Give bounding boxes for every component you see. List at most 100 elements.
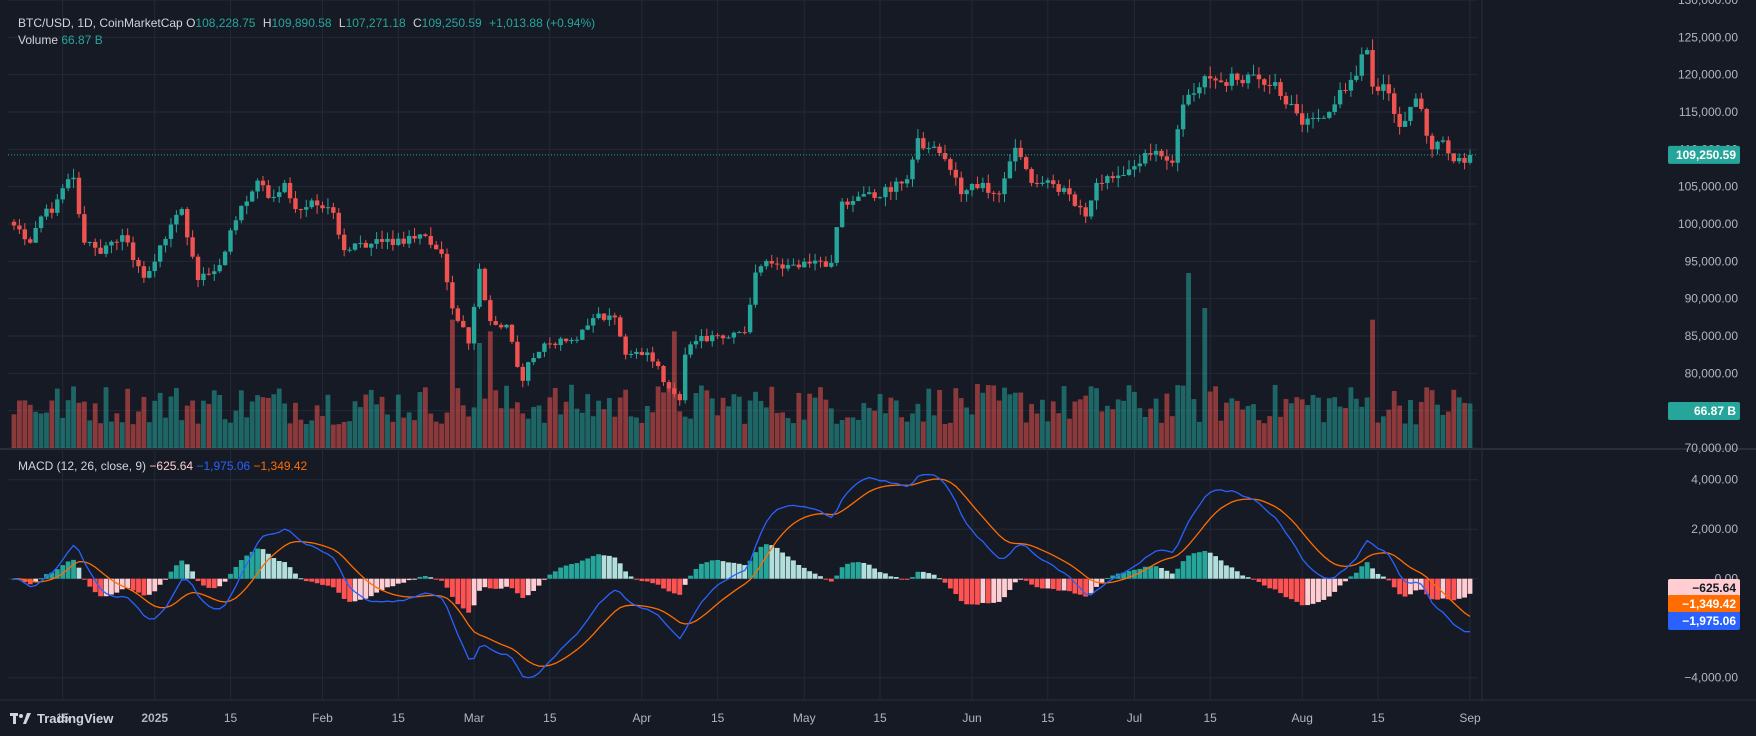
volume-bar bbox=[552, 387, 558, 448]
candle-body bbox=[872, 192, 877, 198]
candle-body bbox=[147, 271, 152, 278]
macd-hist-bar bbox=[1359, 566, 1365, 579]
volume-bar bbox=[374, 404, 380, 448]
candle-body bbox=[174, 214, 179, 225]
candle-body bbox=[1316, 117, 1321, 119]
volume-bar bbox=[1159, 422, 1164, 448]
volume-bar bbox=[358, 407, 363, 448]
macd-label[interactable]: MACD (12, 26, close, 9) bbox=[18, 459, 147, 473]
macd-hist-bar bbox=[114, 578, 120, 593]
macd-hist-bar bbox=[985, 578, 991, 604]
tradingview-logo[interactable]: TradingView bbox=[10, 711, 113, 726]
macd-hist-bar bbox=[504, 578, 509, 587]
volume-bar bbox=[612, 416, 618, 448]
candle-body bbox=[509, 324, 515, 342]
macd-hist-bar bbox=[390, 578, 396, 587]
volume-bar bbox=[1202, 308, 1208, 448]
macd-line-value: −1,975.06 bbox=[196, 459, 251, 473]
macd-hist-bar bbox=[823, 578, 829, 580]
volume-bar bbox=[401, 417, 407, 448]
macd-hist-bar bbox=[1169, 573, 1175, 579]
volume-bar bbox=[1180, 385, 1186, 448]
volume-bar bbox=[964, 407, 970, 448]
volume-bar bbox=[341, 421, 347, 448]
candle-body bbox=[1175, 129, 1180, 163]
high-label: H bbox=[262, 16, 272, 30]
candle-body bbox=[856, 196, 861, 202]
volume-bar bbox=[1332, 397, 1338, 448]
macd-hist-bar bbox=[1424, 578, 1430, 595]
macd-hist-bar bbox=[915, 571, 921, 579]
macd-hist-bar bbox=[401, 578, 407, 583]
time-tick-label: 15 bbox=[56, 711, 70, 725]
candle-body bbox=[1180, 104, 1186, 130]
volume-bar bbox=[525, 418, 531, 448]
candle-body bbox=[401, 238, 406, 244]
candle-body bbox=[1310, 117, 1316, 119]
candle-body bbox=[466, 327, 471, 344]
macd-hist-bar bbox=[1104, 577, 1110, 579]
macd-hist-bar bbox=[569, 564, 574, 579]
macd-hist-bar bbox=[731, 562, 737, 579]
volume-bar bbox=[1240, 409, 1246, 448]
volume-label[interactable]: Volume bbox=[18, 33, 59, 47]
candle-body bbox=[87, 241, 92, 243]
volume-bar bbox=[130, 424, 136, 448]
macd-hist-bar bbox=[585, 558, 591, 579]
volume-bar bbox=[49, 400, 55, 448]
macd-hist-bar bbox=[552, 571, 558, 579]
candle-body bbox=[49, 208, 55, 213]
volume-bar bbox=[455, 388, 461, 448]
volume-bar bbox=[563, 401, 569, 448]
volume-bar bbox=[606, 397, 612, 448]
macd-hist-bar bbox=[1164, 570, 1170, 579]
volume-bar bbox=[628, 416, 634, 448]
macd-hist-bar bbox=[460, 578, 466, 609]
volume-bar bbox=[265, 397, 271, 448]
candle-body bbox=[520, 366, 525, 381]
candle-body bbox=[212, 271, 217, 275]
candle-body bbox=[1408, 106, 1413, 121]
candle-body bbox=[239, 205, 244, 221]
volume-bar bbox=[233, 410, 239, 448]
macd-hist-bar bbox=[38, 578, 44, 580]
time-axis[interactable]: 15 2025 15 Feb 15 Mar 15 Apr 15 May 15 Jun 15 Jul 15 Au… bbox=[56, 711, 1481, 725]
candle-body bbox=[1337, 90, 1343, 105]
volume-bar bbox=[1429, 390, 1435, 448]
candle-body bbox=[888, 187, 894, 192]
volume-bar bbox=[1169, 416, 1175, 448]
macd-hist-bar bbox=[780, 552, 785, 579]
candle-body bbox=[710, 335, 715, 342]
macd-hist-bar bbox=[1445, 578, 1451, 600]
macd-hist-bar bbox=[282, 562, 288, 579]
candle-body bbox=[358, 242, 363, 244]
symbol-label[interactable]: BTC/USD, 1D, CoinMarketCap bbox=[18, 16, 183, 30]
volume-bar bbox=[644, 405, 650, 448]
macd-hist-bar bbox=[341, 578, 347, 599]
candle-body bbox=[737, 332, 742, 334]
volume-bar bbox=[509, 408, 515, 448]
volume-bar bbox=[1007, 394, 1013, 448]
candle-body bbox=[964, 190, 969, 195]
macd-hist-bar bbox=[774, 547, 780, 579]
candle-body bbox=[796, 264, 802, 268]
volume-bar bbox=[758, 401, 764, 448]
volume-bar bbox=[1337, 406, 1343, 448]
macd-hist-bar bbox=[1256, 578, 1262, 582]
macd-hist-bar bbox=[141, 578, 147, 596]
candle-body bbox=[774, 263, 780, 265]
macd-hist-bar bbox=[763, 544, 769, 579]
macd-hist-bar bbox=[937, 578, 942, 580]
macd-hist-bar bbox=[195, 578, 201, 582]
macd-hist-bar bbox=[888, 576, 894, 579]
macd-hist-bar bbox=[152, 578, 158, 592]
volume-bar bbox=[1402, 423, 1408, 448]
volume-bar bbox=[98, 423, 104, 448]
candle-body bbox=[931, 146, 937, 148]
macd-hist-bar bbox=[211, 578, 217, 589]
macd-legend: MACD (12, 26, close, 9) −625.64 −1,975.0… bbox=[18, 459, 307, 473]
macd-hist-bar bbox=[872, 568, 878, 579]
macd-hist-bar bbox=[347, 578, 352, 602]
macd-hist-bar bbox=[634, 578, 639, 580]
